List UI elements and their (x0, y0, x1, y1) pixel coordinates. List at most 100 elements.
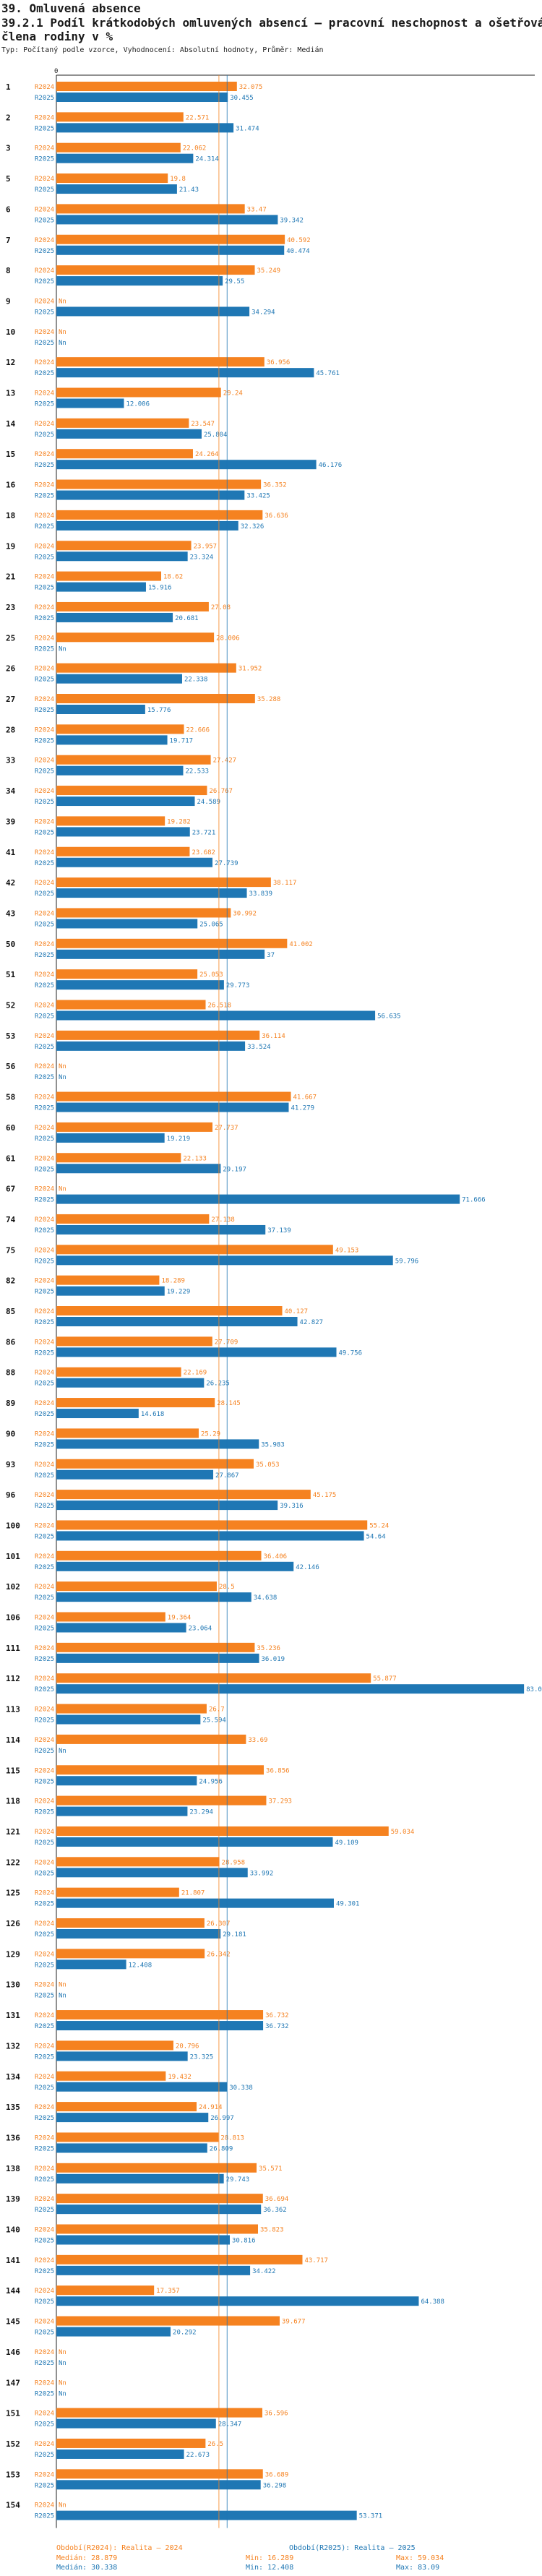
series-row-label: R2024 (35, 421, 54, 428)
bar-value-label: 43.717 (304, 2257, 328, 2264)
bar-value-label: 36.636 (264, 512, 288, 520)
bar-r2025 (56, 2143, 207, 2153)
series-row-label: R2024 (35, 1920, 54, 1928)
row-id-label: 7 (6, 236, 11, 245)
series-row-label: R2025 (35, 982, 54, 989)
bar-r2024 (56, 387, 221, 398)
bar-r2024 (56, 632, 215, 643)
series-row-label: R2025 (35, 860, 54, 867)
series-row-label: R2025 (35, 1135, 54, 1143)
series-row-label: R2024 (35, 2012, 54, 2019)
bar-r2024 (56, 541, 192, 551)
series-row-label: R2024 (35, 2074, 54, 2081)
bar-r2024 (56, 1490, 311, 1500)
bar-value-label: 24.314 (195, 156, 219, 163)
bar-value-label: 33.839 (249, 890, 273, 898)
bar-r2025 (56, 2204, 262, 2215)
series-row-label: R2024 (35, 1216, 54, 1224)
row-id-label: 10 (6, 327, 15, 337)
bar-value-label: 22.169 (184, 1370, 207, 1377)
series-row-label: R2025 (35, 1197, 54, 1204)
series-row-label: R2025 (35, 1717, 54, 1725)
bar-r2024 (56, 2040, 173, 2051)
series-row-label: R2025 (35, 1411, 54, 1418)
series-row-label: R2024 (35, 1003, 54, 1010)
bar-r2025 (56, 735, 168, 745)
row-id-label: 33 (6, 756, 15, 765)
bar-r2024 (56, 479, 262, 489)
bar-r2024 (56, 142, 181, 153)
bar-r2025 (56, 1378, 205, 1388)
bar-r2024 (56, 1795, 267, 1806)
bar-value-label: 22.338 (184, 677, 208, 684)
bar-value-label: 41.279 (291, 1105, 314, 1112)
bar-value-label: 24.914 (199, 2104, 223, 2111)
bar-r2025 (56, 1592, 251, 1602)
series-row-label: R2024 (35, 2502, 54, 2510)
bar-value-label: 34.422 (252, 2268, 276, 2275)
bar-r2025 (56, 612, 173, 622)
row-id-label: 67 (6, 1185, 15, 1194)
bar-r2025 (56, 551, 188, 562)
row-id-label: 6 (6, 205, 11, 214)
row-id-label: 39 (6, 817, 15, 826)
bar-value-label: 26.235 (206, 1381, 230, 1388)
row-id-label: 16 (6, 481, 16, 490)
bar-r2025 (56, 1164, 221, 1174)
row-id-label: 9 (6, 296, 11, 306)
series-row-label: R2025 (35, 1931, 54, 1939)
bar-r2025 (56, 2173, 224, 2184)
bar-value-label: 55.877 (373, 1675, 397, 1683)
row-id-label: 12 (6, 358, 15, 367)
series-row-label: R2024 (35, 1430, 54, 1438)
series-row-label: R2024 (35, 971, 54, 979)
series-row-label: R2024 (35, 1859, 54, 1866)
row-id-label: 146 (6, 2348, 20, 2357)
bar-value-label: 23.682 (192, 849, 215, 856)
row-id-label: 51 (6, 970, 16, 979)
series-row-label: R2024 (35, 604, 54, 611)
series-row-label: R2025 (35, 799, 54, 806)
series-row-label: R2025 (35, 2145, 54, 2152)
bar-r2024 (56, 265, 255, 275)
bar-r2024 (56, 2132, 219, 2142)
bar-r2024 (56, 82, 237, 91)
series-row-label: R2024 (35, 1400, 54, 1407)
bar-value-label: 45.761 (316, 370, 340, 377)
bar-r2025 (56, 1469, 214, 1480)
series-row-label: R2024 (35, 2410, 54, 2418)
bar-r2024 (56, 510, 263, 520)
bar-r2025 (56, 2418, 216, 2429)
series-row-label: R2025 (35, 125, 54, 132)
row-id-label: 100 (6, 1521, 20, 1530)
bar-value-label: 36.694 (265, 2196, 289, 2203)
bar-value-label: 83.09 (526, 1686, 542, 1693)
bar-value-label: 23.324 (190, 554, 214, 561)
bar-value-label: 45.175 (313, 1492, 337, 1499)
bar-value-label: 55.24 (369, 1522, 389, 1529)
bar-r2025 (56, 1653, 259, 1663)
bar-r2025 (56, 2265, 251, 2275)
bar-value-label: 49.301 (336, 1901, 360, 1908)
series-row-label: R2025 (35, 1839, 54, 1847)
bar-value-label: 28.347 (218, 2421, 242, 2429)
bar-value-label: 27.138 (211, 1216, 235, 1224)
series-row-label: R2025 (35, 768, 54, 776)
series-row-label: R2025 (35, 1319, 54, 1326)
row-id-label: 27 (6, 695, 15, 704)
series-row-label: R2025 (35, 2053, 54, 2061)
series-row-label: R2024 (35, 237, 54, 244)
row-id-label: 96 (6, 1490, 16, 1500)
bar-r2025 (56, 1224, 266, 1235)
series-row-label: R2024 (35, 2319, 54, 2326)
series-row-label: R2025 (35, 1227, 54, 1235)
bar-r2024 (56, 1918, 205, 1928)
bar-value-label: 36.019 (262, 1656, 285, 1663)
row-id-label: 60 (6, 1123, 15, 1133)
bar-value-label: 40.592 (287, 237, 311, 244)
bar-value-label: 28.145 (217, 1400, 241, 1407)
series-row-label: R2024 (35, 1125, 54, 1132)
bar-value-label: 36.298 (263, 2482, 287, 2489)
series-row-label: R2025 (35, 2482, 54, 2489)
bar-value-label: 27.737 (215, 1125, 238, 1132)
